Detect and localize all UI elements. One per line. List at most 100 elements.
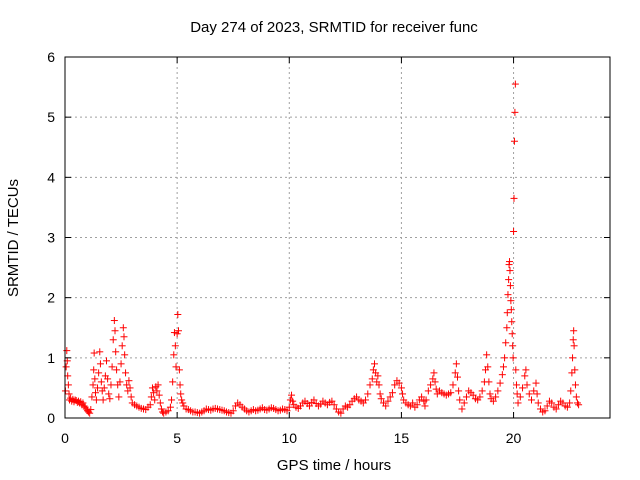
chart-title: Day 274 of 2023, SRMTID for receiver fun… xyxy=(190,19,478,36)
data-point xyxy=(516,393,524,401)
data-point xyxy=(554,401,562,409)
data-point xyxy=(104,375,112,383)
data-point xyxy=(171,342,179,350)
data-point xyxy=(155,391,163,399)
data-point xyxy=(449,381,457,389)
data-point xyxy=(533,390,541,398)
data-point xyxy=(305,402,313,410)
data-point xyxy=(552,405,560,413)
data-point xyxy=(484,363,492,371)
data-point xyxy=(382,402,390,410)
data-point xyxy=(92,396,100,404)
data-point xyxy=(111,327,119,335)
data-point xyxy=(486,390,494,398)
ticks-layer: 0 1 2 3 4 5 6 0 5 10 15 20 xyxy=(47,49,610,446)
data-point xyxy=(79,399,87,407)
data-point xyxy=(431,378,439,386)
data-point xyxy=(86,409,94,417)
data-point xyxy=(543,402,551,410)
data-point xyxy=(364,390,372,398)
data-point xyxy=(377,395,385,403)
data-point xyxy=(569,354,577,362)
data-point xyxy=(523,381,531,389)
data-point xyxy=(174,327,182,335)
data-point xyxy=(166,403,174,411)
x-tick-label: 5 xyxy=(173,430,181,446)
data-point xyxy=(452,360,460,368)
data-point xyxy=(310,396,318,404)
data-point xyxy=(388,389,396,397)
data-point xyxy=(511,80,519,88)
data-point xyxy=(511,108,519,116)
data-point xyxy=(121,351,129,359)
data-point xyxy=(123,381,131,389)
data-point xyxy=(395,379,403,387)
data-point xyxy=(502,339,510,347)
data-point xyxy=(532,379,540,387)
data-point xyxy=(94,384,102,392)
data-point xyxy=(512,366,520,374)
data-point xyxy=(570,342,578,350)
data-point xyxy=(522,366,530,374)
data-point xyxy=(176,381,184,389)
data-point xyxy=(569,336,577,344)
data-point xyxy=(92,389,100,397)
y-tick-label: 5 xyxy=(47,109,55,125)
data-point xyxy=(105,390,113,398)
data-point xyxy=(148,384,156,392)
data-point xyxy=(90,349,98,357)
data-point xyxy=(507,297,515,305)
data-point xyxy=(409,399,417,407)
data-point xyxy=(99,396,107,404)
x-tick-label: 20 xyxy=(506,430,522,446)
data-point xyxy=(346,401,354,409)
data-point xyxy=(508,318,516,326)
data-point xyxy=(509,342,517,350)
data-point xyxy=(88,393,96,401)
data-point xyxy=(151,396,159,404)
data-point xyxy=(156,399,164,407)
x-tick-label: 10 xyxy=(281,430,297,446)
data-point xyxy=(96,348,104,356)
data-point xyxy=(118,342,126,350)
data-point xyxy=(509,354,517,362)
data-point xyxy=(510,194,518,202)
y-tick-label: 3 xyxy=(47,230,55,246)
data-point xyxy=(507,306,515,314)
data-point xyxy=(62,363,70,371)
data-point xyxy=(571,381,579,389)
data-point xyxy=(147,393,155,401)
data-point xyxy=(371,360,379,368)
data-point xyxy=(485,378,493,386)
data-point xyxy=(173,330,181,338)
data-point xyxy=(91,375,99,383)
data-point xyxy=(397,384,405,392)
data-point xyxy=(492,393,500,401)
y-tick-label: 6 xyxy=(47,49,55,65)
data-point xyxy=(178,396,186,404)
data-point xyxy=(432,385,440,393)
data-point xyxy=(117,360,125,368)
data-point xyxy=(506,267,514,275)
data-point xyxy=(150,389,158,397)
data-point xyxy=(570,327,578,335)
data-point xyxy=(95,369,103,377)
data-point xyxy=(328,397,336,405)
data-point xyxy=(283,407,291,415)
y-tick-label: 2 xyxy=(47,290,55,306)
data-point xyxy=(172,363,180,371)
data-point xyxy=(528,396,536,404)
x-tick-label: 0 xyxy=(61,430,69,446)
data-point xyxy=(97,378,105,386)
data-point xyxy=(100,384,108,392)
data-point xyxy=(505,276,513,284)
data-point xyxy=(447,389,455,397)
x-tick-label: 15 xyxy=(394,430,410,446)
data-point xyxy=(424,387,432,395)
data-point xyxy=(65,390,73,398)
data-point xyxy=(496,379,504,387)
data-point xyxy=(506,258,514,266)
data-point xyxy=(87,406,95,414)
